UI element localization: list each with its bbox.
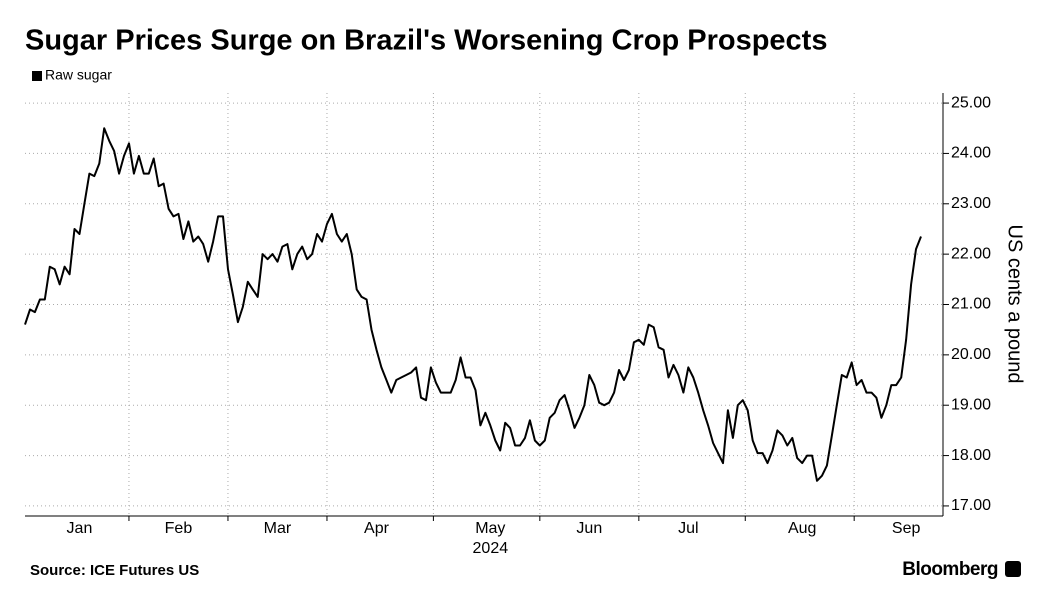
y-tick-label: 17.00	[951, 497, 991, 514]
chart-title: Sugar Prices Surge on Brazil's Worsening…	[25, 25, 827, 57]
x-axis-label: 2024	[473, 540, 509, 557]
legend-label: Raw sugar	[45, 67, 112, 83]
x-tick-label: Jul	[678, 520, 698, 537]
y-tick-label: 20.00	[951, 346, 991, 363]
y-tick-label: 19.00	[951, 396, 991, 413]
legend-swatch	[32, 71, 42, 81]
x-tick-label: Feb	[165, 520, 193, 537]
x-tick-label: Apr	[364, 520, 390, 537]
source: Source: ICE Futures US	[30, 562, 199, 579]
y-tick-label: 22.00	[951, 245, 991, 262]
y-tick-label: 18.00	[951, 447, 991, 464]
y-tick-label: 23.00	[951, 195, 991, 212]
x-tick-label: Aug	[788, 520, 816, 537]
x-tick-label: Sep	[892, 520, 921, 537]
brand-icon	[1005, 561, 1021, 577]
y-tick-label: 21.00	[951, 296, 991, 313]
brand: Bloomberg	[902, 559, 998, 580]
line-series	[24, 127, 922, 482]
x-tick-label: Jan	[67, 520, 93, 537]
y-axis-label: US cents a pound	[1004, 225, 1026, 384]
y-tick-label: 25.00	[951, 94, 991, 111]
x-tick-label: Jun	[576, 520, 602, 537]
y-tick-label: 24.00	[951, 145, 991, 162]
x-tick-label: May	[475, 520, 505, 537]
x-tick-label: Mar	[264, 520, 292, 537]
